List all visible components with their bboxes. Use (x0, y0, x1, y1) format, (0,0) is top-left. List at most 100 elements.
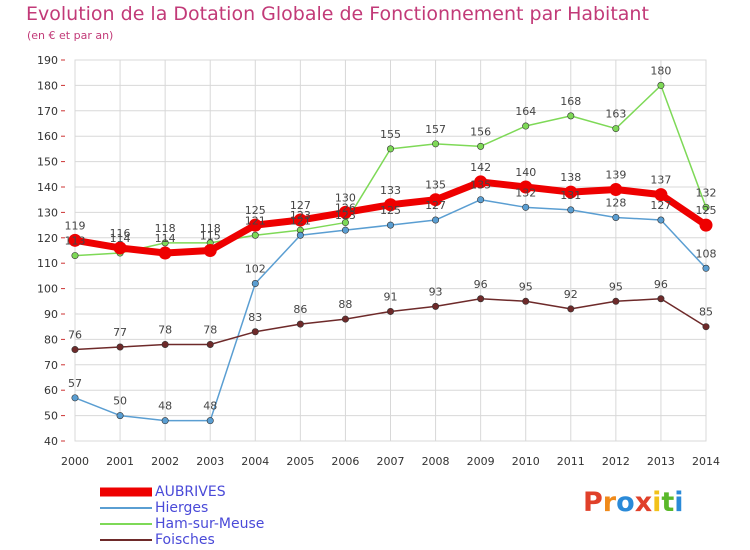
y-tick-label: 50 (44, 410, 58, 423)
logo-letter: i (652, 487, 662, 518)
data-label-ham-sur-meuse: 157 (425, 123, 446, 136)
data-label-aubrives: 125 (696, 204, 717, 217)
point-aubrives (293, 213, 307, 227)
data-label-foisches: 93 (429, 285, 443, 298)
data-label-ham-sur-meuse: 156 (470, 125, 491, 138)
data-label-foisches: 91 (384, 290, 398, 303)
point-foisches (206, 340, 214, 348)
point-foisches (432, 302, 440, 310)
data-label-ham-sur-meuse: 155 (380, 128, 401, 141)
data-label-foisches: 78 (158, 323, 172, 336)
point-aubrives (68, 233, 82, 247)
point-foisches (522, 297, 530, 305)
y-tick-label: 150 (37, 156, 58, 169)
y-tick-label: 130 (37, 206, 58, 219)
point-foisches (657, 295, 665, 303)
point-aubrives (113, 241, 127, 255)
data-label-ham-sur-meuse: 118 (200, 222, 221, 235)
data-label-ham-sur-meuse: 123 (290, 209, 311, 222)
data-label-hierges: 108 (696, 247, 717, 260)
data-label-hierges: 135 (470, 179, 491, 192)
point-hierges (161, 417, 169, 425)
point-ham-sur-meuse (386, 145, 394, 153)
point-ham-sur-meuse (702, 203, 710, 211)
point-aubrives (158, 246, 172, 260)
data-label-aubrives: 116 (110, 227, 131, 240)
point-ham-sur-meuse (71, 252, 79, 260)
data-label-aubrives: 137 (650, 174, 671, 187)
data-label-aubrives: 142 (470, 161, 491, 174)
data-label-aubrives: 114 (155, 232, 176, 245)
data-label-aubrives: 119 (65, 219, 86, 232)
data-label-aubrives: 138 (560, 171, 581, 184)
series-lines (68, 81, 713, 425)
point-hierges (702, 264, 710, 272)
point-foisches (477, 295, 485, 303)
point-aubrives (248, 218, 262, 232)
y-tick-label: 40 (44, 435, 58, 448)
x-tick-label: 2009 (467, 455, 495, 468)
legend-label-ham-sur-meuse: Ham-sur-Meuse (155, 516, 265, 532)
logo-letter: t (661, 487, 675, 518)
y-tick-label: 170 (37, 105, 58, 118)
data-label-ham-sur-meuse: 114 (110, 232, 131, 245)
point-foisches (702, 323, 710, 331)
axes: 40 50 60 70 80 90 100 110 120 130 140 150 160 170 180 1… (37, 54, 720, 468)
data-label-aubrives: 127 (290, 199, 311, 212)
point-aubrives (203, 244, 217, 257)
point-foisches (612, 297, 620, 305)
x-tick-label: 2008 (422, 455, 450, 468)
point-aubrives (338, 205, 352, 219)
point-foisches (71, 346, 79, 354)
x-tick-label: 2006 (331, 455, 359, 468)
x-tick-label: 2007 (377, 455, 405, 468)
data-label-foisches: 92 (564, 288, 578, 301)
legend-swatch-foisches (100, 539, 152, 541)
point-ham-sur-meuse (657, 81, 665, 89)
y-tick-label: 90 (44, 308, 58, 321)
point-aubrives (429, 193, 443, 207)
point-ham-sur-meuse (522, 122, 530, 130)
y-tick-label: 190 (37, 54, 58, 67)
chart-title: Evolution de la Dotation Globale de Fonc… (26, 3, 649, 25)
x-tick-label: 2010 (512, 455, 540, 468)
point-hierges (206, 417, 214, 425)
point-aubrives (474, 175, 488, 189)
point-hierges (116, 412, 124, 420)
y-tick-label: 80 (44, 333, 58, 346)
point-hierges (522, 203, 530, 211)
data-label-hierges: 127 (425, 199, 446, 212)
point-hierges (386, 221, 394, 229)
data-label-hierges: 57 (68, 377, 82, 390)
x-tick-label: 2000 (61, 455, 89, 468)
data-label-foisches: 96 (474, 278, 488, 291)
data-label-ham-sur-meuse: 126 (335, 202, 356, 215)
data-label-hierges: 128 (605, 196, 626, 209)
data-label-hierges: 131 (560, 189, 581, 202)
x-tick-label: 2012 (602, 455, 630, 468)
data-label-foisches: 95 (609, 280, 623, 293)
data-label-ham-sur-meuse: 164 (515, 105, 536, 118)
data-label-foisches: 77 (113, 326, 127, 339)
point-hierges (296, 231, 304, 239)
x-tick-label: 2003 (196, 455, 224, 468)
point-aubrives (654, 188, 668, 202)
point-foisches (386, 307, 394, 315)
point-hierges (612, 213, 620, 221)
data-label-ham-sur-meuse: 118 (155, 222, 176, 235)
point-hierges (477, 196, 485, 204)
data-label-aubrives: 139 (605, 169, 626, 182)
data-label-ham-sur-meuse: 180 (650, 64, 671, 77)
logo-letter: r (602, 487, 617, 518)
point-foisches (567, 305, 575, 313)
legend-label-hierges: Hierges (155, 500, 209, 516)
point-ham-sur-meuse (477, 142, 485, 150)
logo-letter: o (616, 487, 635, 518)
data-label-foisches: 96 (654, 278, 668, 291)
point-ham-sur-meuse (432, 140, 440, 148)
y-tick-label: 140 (37, 181, 58, 194)
y-tick-label: 70 (44, 359, 58, 372)
x-tick-label: 2001 (106, 455, 134, 468)
data-label-foisches: 86 (293, 303, 307, 316)
